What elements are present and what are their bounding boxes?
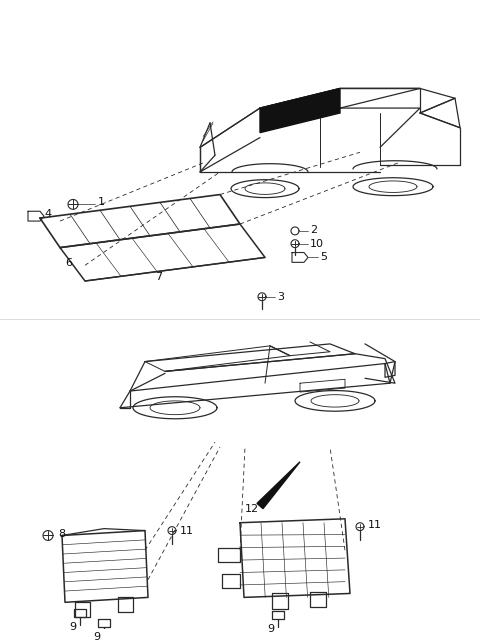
Text: 9: 9 (69, 622, 76, 632)
Text: 12: 12 (245, 504, 259, 514)
Text: 4: 4 (44, 209, 51, 219)
Text: 2: 2 (310, 225, 317, 235)
Text: 8: 8 (58, 529, 65, 538)
Polygon shape (260, 88, 340, 132)
Text: 7: 7 (155, 272, 162, 282)
Text: 9: 9 (93, 632, 100, 640)
Text: 9: 9 (267, 624, 274, 634)
Text: 5: 5 (320, 252, 327, 262)
Text: 11: 11 (180, 525, 194, 536)
Text: 10: 10 (310, 239, 324, 249)
Text: 6: 6 (65, 259, 72, 268)
Polygon shape (257, 462, 300, 509)
Text: 3: 3 (277, 292, 284, 301)
Text: 11: 11 (368, 520, 382, 530)
Text: 1: 1 (98, 197, 105, 207)
